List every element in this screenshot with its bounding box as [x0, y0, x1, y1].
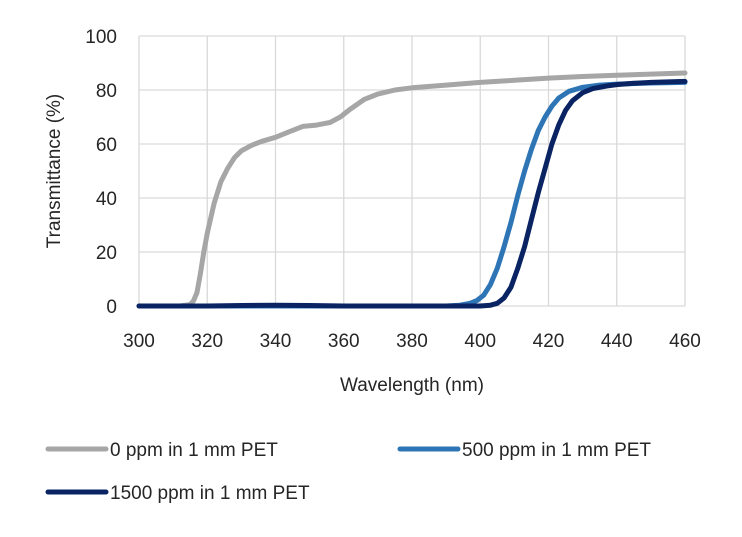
- legend-label: 500 ppm in 1 mm PET: [462, 440, 651, 461]
- x-tick-label: 340: [260, 331, 292, 352]
- x-tick-label: 420: [533, 331, 565, 352]
- y-tick-label: 0: [106, 297, 117, 318]
- y-tick-label: 80: [96, 81, 117, 102]
- x-tick-label: 360: [328, 331, 360, 352]
- x-tick-label: 440: [601, 331, 633, 352]
- y-tick-label: 40: [96, 189, 117, 210]
- legend-label: 0 ppm in 1 mm PET: [110, 440, 278, 461]
- y-tick-label: 100: [85, 27, 117, 48]
- x-tick-label: 300: [123, 331, 155, 352]
- x-tick-label: 400: [464, 331, 496, 352]
- x-tick-label: 460: [669, 331, 701, 352]
- y-tick-label: 20: [96, 243, 117, 264]
- legend: 0 ppm in 1 mm PET 500 ppm in 1 mm PET 1500…: [45, 440, 651, 504]
- series-line: [136, 78, 688, 309]
- series-line: [136, 70, 688, 309]
- legend-label: 1500 ppm in 1 mm PET: [110, 483, 310, 504]
- x-axis-title: Wavelength (nm): [340, 375, 484, 396]
- y-axis-ticks: 0 20 40 60 80 100: [85, 27, 117, 318]
- x-axis-ticks: 300 320 340 360 380 400 420 440 460: [123, 331, 701, 352]
- y-axis-title: Transmittance (%): [44, 94, 65, 249]
- x-tick-label: 380: [396, 331, 428, 352]
- x-tick-label: 320: [191, 331, 223, 352]
- y-tick-label: 60: [96, 135, 117, 156]
- series-lines: [136, 70, 688, 309]
